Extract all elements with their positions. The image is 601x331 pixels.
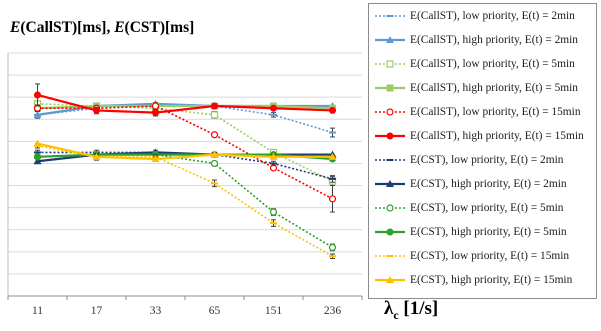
- series-3: [33, 100, 337, 187]
- legend-marker: [386, 84, 394, 92]
- legend-item: E(CallST), low priority, E(t) = 15min: [373, 103, 581, 121]
- data-point: [270, 104, 277, 112]
- data-point: [328, 195, 337, 203]
- data-point: [328, 243, 337, 251]
- series-line: [37, 144, 333, 257]
- series-9: [33, 151, 337, 252]
- data-point: [210, 131, 219, 139]
- series-6: [34, 83, 336, 117]
- legend-label: E(CST), high priority, E(t) = 15min: [410, 274, 573, 286]
- legend-marker: [386, 132, 394, 140]
- x-tick-label: 11: [32, 305, 43, 317]
- data-point: [210, 159, 219, 168]
- x-tick-label: 17: [91, 305, 103, 317]
- legend-marker: [386, 204, 394, 212]
- legend-marker: [386, 108, 394, 116]
- legend-item: E(CallST), high priority, E(t) = 2min: [373, 31, 578, 49]
- legend-marker: [386, 228, 394, 236]
- legend-marker: [386, 36, 394, 43]
- legend-swatch: [375, 255, 405, 257]
- legend-label: E(CallST), low priority, E(t) = 2min: [410, 10, 575, 22]
- legend-label: E(CST), low priority, E(t) = 2min: [410, 154, 564, 166]
- data-point: [329, 106, 336, 114]
- legend-marker: [386, 276, 394, 283]
- data-point: [33, 157, 42, 165]
- data-point: [33, 110, 42, 118]
- legend-label: E(CST), low priority, E(t) = 15min: [410, 250, 570, 262]
- legend-swatch: [375, 180, 405, 187]
- data-point: [34, 153, 41, 161]
- y-axis-title: E(CallST)[ms], E(CST)[ms]: [10, 19, 195, 36]
- legend-swatch: [375, 228, 405, 236]
- series-line: [37, 105, 333, 134]
- legend-item: E(CST), low priority, E(t) = 15min: [373, 247, 569, 265]
- legend-item: E(CST), high priority, E(t) = 15min: [373, 271, 572, 289]
- legend-item: E(CST), high priority, E(t) = 5min: [373, 223, 567, 241]
- legend-swatch: [375, 60, 405, 68]
- legend-item: E(CallST), high priority, E(t) = 15min: [373, 127, 584, 145]
- legend-item: E(CST), low priority, E(t) = 2min: [373, 151, 563, 169]
- data-point: [34, 91, 41, 99]
- data-point: [210, 150, 219, 158]
- legend-swatch: [375, 15, 405, 17]
- legend-swatch: [375, 84, 405, 92]
- chart-legend: E(CallST), low priority, E(t) = 2min E(Ca…: [368, 3, 597, 299]
- legend-label: E(CallST), high priority, E(t) = 15min: [410, 130, 584, 142]
- legend-label: E(CallST), low priority, E(t) = 5min: [410, 58, 575, 70]
- legend-item: E(CST), low priority, E(t) = 5min: [373, 199, 563, 217]
- series-line: [37, 153, 333, 249]
- legend-swatch: [375, 159, 405, 161]
- legend-item: E(CST), high priority, E(t) = 2min: [373, 175, 567, 193]
- legend-marker: [386, 180, 394, 187]
- series-line: [37, 142, 333, 161]
- legend-label: E(CallST), low priority, E(t) = 15min: [410, 106, 581, 118]
- legend-swatch: [375, 276, 405, 283]
- data-point: [210, 111, 219, 119]
- series-12: [33, 139, 337, 163]
- legend-swatch: [375, 204, 405, 212]
- series-line: [37, 103, 333, 182]
- legend-swatch: [375, 132, 405, 140]
- legend-label: E(CallST), high priority, E(t) = 2min: [410, 34, 578, 46]
- series-line: [37, 93, 333, 114]
- data-point: [269, 152, 278, 160]
- legend-item: E(CallST), low priority, E(t) = 2min: [373, 7, 575, 25]
- data-point: [211, 102, 218, 110]
- data-point: [33, 139, 42, 147]
- legend-item: E(CallST), high priority, E(t) = 5min: [373, 79, 578, 97]
- legend-label: E(CallST), high priority, E(t) = 5min: [410, 82, 578, 94]
- data-point: [151, 102, 160, 110]
- legend-label: E(CST), high priority, E(t) = 2min: [410, 178, 567, 190]
- series-11: [34, 143, 336, 259]
- series-line: [37, 151, 333, 180]
- x-tick-label: 151: [265, 305, 283, 317]
- x-tick-label: 65: [209, 305, 221, 317]
- data-point: [93, 106, 100, 114]
- series-line: [37, 104, 333, 110]
- data-point: [151, 155, 160, 163]
- data-point: [152, 109, 159, 117]
- legend-label: E(CST), high priority, E(t) = 5min: [410, 226, 567, 238]
- legend-marker: [386, 60, 394, 68]
- legend-label: E(CST), low priority, E(t) = 5min: [410, 202, 564, 214]
- legend-swatch: [375, 108, 405, 116]
- legend-swatch: [375, 36, 405, 43]
- x-axis-title: λc [1/s]: [384, 298, 439, 322]
- data-point: [269, 208, 278, 216]
- data-point: [328, 152, 337, 160]
- legend-item: E(CallST), low priority, E(t) = 5min: [373, 55, 575, 73]
- x-tick-label: 33: [150, 305, 162, 317]
- x-tick-label: 236: [324, 305, 342, 317]
- data-point: [92, 152, 101, 160]
